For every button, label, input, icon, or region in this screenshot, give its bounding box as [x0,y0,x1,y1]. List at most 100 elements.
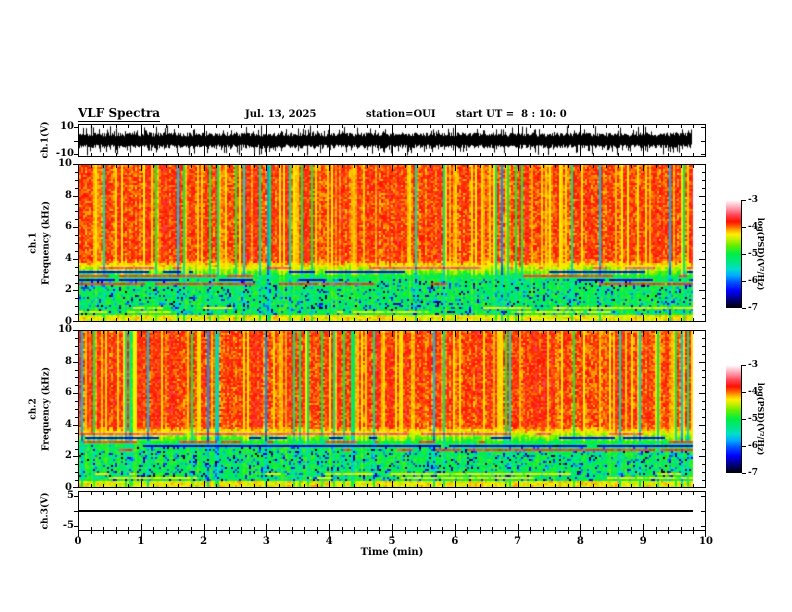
x-minor-tick [153,527,154,530]
y-minor-tick [75,417,78,418]
x-minor-tick [178,318,179,321]
x-minor-tick [292,153,293,156]
y-minor-tick [75,464,78,465]
y-major-tick [699,456,705,457]
x-minor-tick [379,492,380,495]
x-minor-tick [405,318,406,321]
x-minor-tick [216,531,217,534]
x-minor-tick [568,153,569,156]
x-minor-tick [656,531,657,534]
x-major-tick [643,315,644,321]
x-tick-label: 8 [576,536,584,547]
x-minor-tick [292,527,293,530]
x-major-gridline [518,124,519,157]
x-minor-tick [606,527,607,530]
x-major-tick [204,165,205,171]
x-minor-tick [354,484,355,487]
x-minor-tick [317,531,318,534]
colorbar-ch2-label: log(PSD)(V²/Hz) [756,382,766,456]
x-minor-tick [668,527,669,530]
x-minor-tick [656,153,657,156]
x-tick-label: 7 [514,536,522,547]
x-minor-tick [442,527,443,530]
y-minor-tick [75,409,78,410]
x-minor-tick [279,527,280,530]
y-minor-tick [75,219,78,220]
colorbar-tick [742,281,746,282]
x-minor-tick [153,484,154,487]
x-minor-tick [480,153,481,156]
y-minor-tick [702,441,705,442]
x-minor-tick [279,331,280,334]
x-minor-tick [91,484,92,487]
x-minor-tick [128,153,129,156]
y-major-tick [74,141,78,142]
x-minor-tick [505,165,506,168]
x-minor-tick [442,484,443,487]
x-minor-tick [480,492,481,495]
y-major-tick [73,290,78,291]
y-minor-tick [702,464,705,465]
y-major-tick [73,425,78,426]
colorbar-ch2 [726,365,742,473]
x-major-tick [266,481,267,487]
x-major-gridline [204,124,205,157]
y-minor-tick [75,267,78,268]
x-tick-label: 0 [74,536,82,547]
y-minor-tick [75,472,78,473]
x-major-tick [266,531,267,537]
x-minor-tick [116,153,117,156]
x-minor-tick [492,153,493,156]
x-major-tick [580,524,581,530]
x-minor-tick [505,318,506,321]
x-minor-tick [116,492,117,495]
ch3-flat-line [79,510,693,512]
x-major-gridline [329,124,330,157]
x-minor-tick [430,165,431,168]
x-minor-tick [367,527,368,530]
x-major-tick [705,492,706,498]
colorbar-tick-label: -3 [748,360,758,370]
x-minor-tick [442,125,443,128]
x-minor-tick [618,527,619,530]
x-minor-tick [530,153,531,156]
colorbar-tick [742,446,746,447]
x-minor-tick [631,527,632,530]
colorbar-tick [742,365,746,366]
y-minor-tick [75,441,78,442]
x-minor-tick [543,531,544,534]
y-minor-tick [702,283,705,284]
freq-tick-label: 4 [65,418,72,430]
x-minor-tick [543,153,544,156]
y-major-tick [699,196,705,197]
x-minor-tick [317,484,318,487]
x-minor-tick [693,527,694,530]
x-minor-tick [681,153,682,156]
y-major-tick [701,526,705,527]
x-major-tick [141,492,142,498]
x-minor-tick [631,318,632,321]
x-major-tick [455,531,456,537]
x-minor-tick [530,331,531,334]
x-minor-tick [229,527,230,530]
x-minor-tick [668,492,669,495]
x-major-tick [643,524,644,530]
x-minor-tick [656,527,657,530]
y-minor-tick [702,338,705,339]
x-major-tick [141,531,142,537]
x-minor-tick [216,527,217,530]
x-minor-tick [631,165,632,168]
x-minor-tick [191,165,192,168]
x-minor-tick [681,484,682,487]
colorbar-tick [742,308,746,309]
ch1-voltage-axis-label: ch.1(V) [40,121,51,159]
x-major-gridline [392,124,393,157]
x-minor-tick [593,318,594,321]
x-major-tick [455,165,456,171]
x-minor-tick [505,153,506,156]
x-minor-tick [241,153,242,156]
x-minor-tick [191,331,192,334]
y-minor-tick [702,188,705,189]
x-minor-tick [505,492,506,495]
